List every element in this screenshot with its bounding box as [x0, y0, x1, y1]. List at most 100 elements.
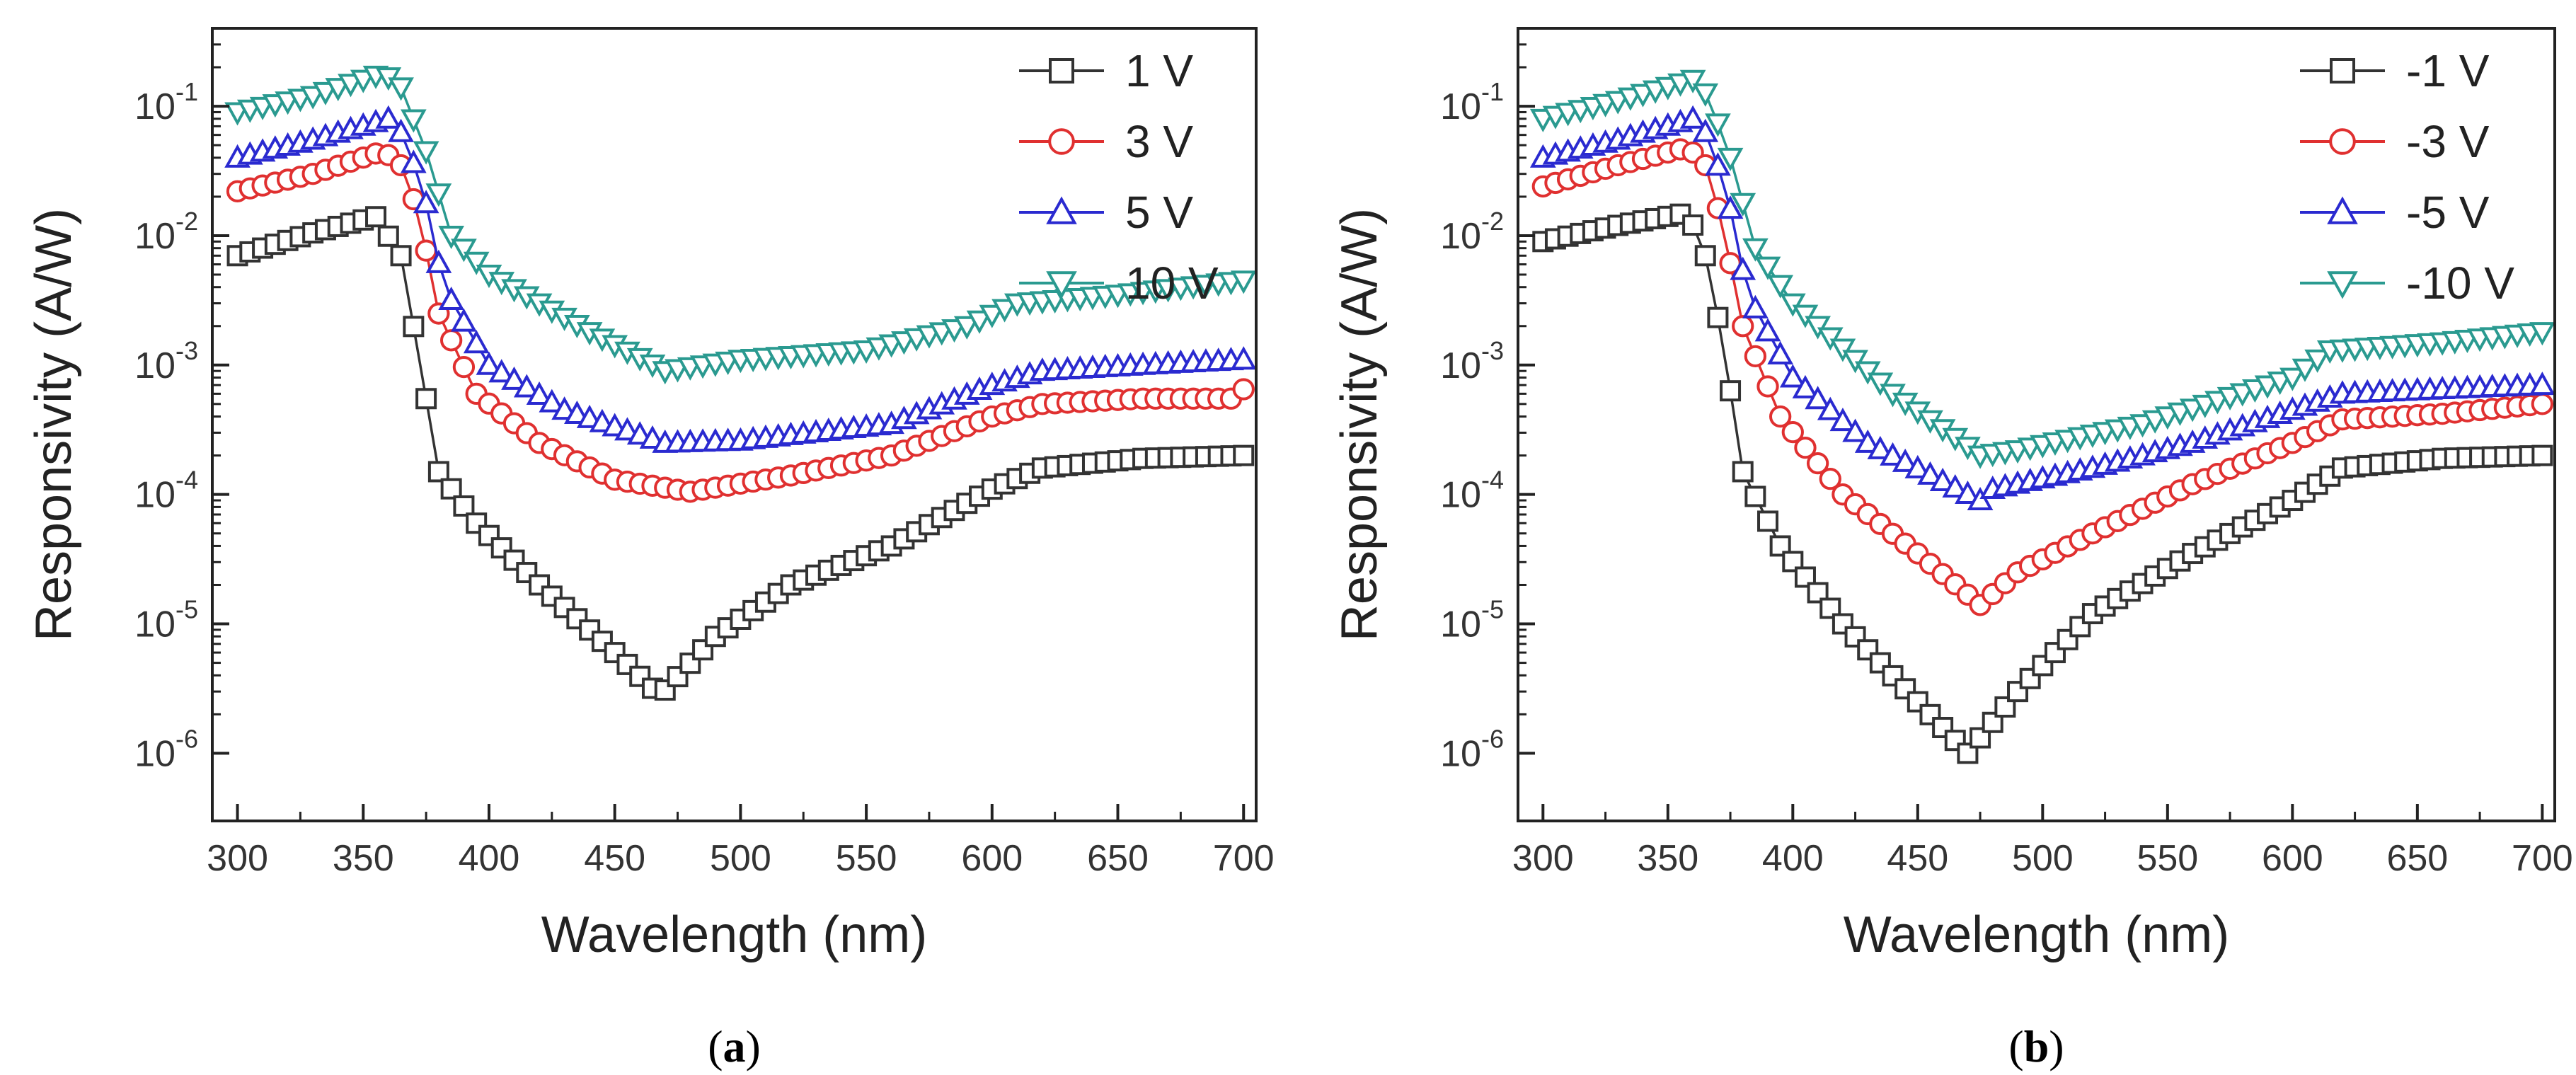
- data-point: [1829, 408, 1856, 432]
- data-point: [1679, 105, 1706, 129]
- x-tick-label: 400: [1762, 838, 1824, 879]
- data-point: [438, 225, 464, 250]
- x-tick-label: 600: [961, 838, 1023, 879]
- data-point: [589, 408, 616, 432]
- x-tick-label: 350: [1637, 838, 1698, 879]
- data-point: [375, 105, 402, 129]
- data-point: [1817, 327, 1844, 351]
- x-tick-label: 650: [2386, 838, 2448, 879]
- data-point: [2531, 393, 2553, 415]
- y-tick-label: 10-1: [1440, 77, 1504, 127]
- data-point: [377, 225, 399, 247]
- y-tick-label: 10-2: [1440, 207, 1504, 257]
- legend-label: 3 V: [1125, 116, 1193, 167]
- data-point: [365, 206, 387, 228]
- y-tick-label: 10-2: [134, 207, 198, 257]
- legend-entry: -3 V: [2300, 116, 2490, 167]
- legend-entry: 3 V: [1019, 116, 1193, 167]
- data-point: [463, 251, 490, 275]
- legend-entry: -5 V: [2300, 187, 2490, 238]
- data-point: [1669, 203, 1691, 225]
- data-point: [1679, 69, 1706, 93]
- legend-marker: [2327, 271, 2358, 299]
- data-point: [388, 118, 414, 142]
- data-point: [1892, 448, 1919, 472]
- data-point: [1842, 418, 1868, 442]
- series-1V: [226, 206, 1255, 701]
- data-point: [400, 109, 427, 133]
- legend-entry: 1 V: [1019, 45, 1193, 96]
- data-point: [639, 425, 666, 449]
- data-point: [1779, 364, 1806, 388]
- data-point: [1867, 372, 1894, 396]
- data-point: [1692, 118, 1719, 142]
- x-tick-label: 500: [710, 838, 771, 879]
- chart-panel-b: 300 350 400 450 500 550 600 650 700 10-6 10-5 10-4 1…: [1331, 27, 2573, 1071]
- y-tick-label: 10-1: [134, 77, 198, 127]
- data-point: [1717, 195, 1744, 219]
- data-point: [539, 389, 565, 413]
- data-point: [488, 359, 515, 383]
- x-tick-label: 650: [1087, 838, 1149, 879]
- data-point: [1682, 214, 1704, 236]
- data-point: [452, 355, 476, 379]
- data-point: [551, 396, 577, 420]
- x-tick-label: 300: [207, 838, 268, 879]
- data-point: [1230, 346, 1257, 370]
- data-point: [2304, 349, 2330, 373]
- legend-label: -5 V: [2406, 187, 2490, 238]
- series-neg3V: [1531, 138, 2553, 616]
- series-neg1V: [1532, 203, 2553, 764]
- data-point: [991, 299, 1018, 323]
- data-point: [1232, 378, 1255, 401]
- data-point: [1805, 386, 1831, 410]
- data-point: [1732, 461, 1754, 483]
- data-point: [1805, 316, 1831, 340]
- data-point: [1720, 380, 1742, 402]
- x-axis-label: Wavelength (nm): [1844, 907, 2230, 963]
- y-tick-label: 10-5: [134, 595, 198, 645]
- legend-entry: 5 V: [1019, 187, 1193, 238]
- data-point: [1819, 597, 1841, 619]
- data-point: [440, 478, 462, 500]
- data-point: [1880, 442, 1906, 466]
- x-tick-label: 700: [2512, 838, 2573, 879]
- data-point: [1955, 480, 1981, 504]
- data-point: [1929, 467, 1956, 491]
- data-point: [400, 149, 427, 173]
- data-point: [501, 366, 527, 390]
- data-point: [388, 77, 414, 101]
- data-point: [1781, 420, 1804, 444]
- data-point: [463, 330, 490, 354]
- y-axis-label: Responsivity (A/W): [25, 208, 82, 641]
- data-point: [1717, 147, 1744, 171]
- legend-label: 10 V: [1125, 258, 1219, 309]
- data-point: [478, 524, 500, 546]
- legend-marker: [2327, 196, 2358, 224]
- data-point: [1705, 152, 1731, 176]
- data-point: [415, 388, 437, 410]
- legend-label: -3 V: [2406, 116, 2490, 167]
- data-point: [1742, 238, 1769, 262]
- data-point: [1756, 375, 1779, 398]
- panel-label: (a): [708, 1021, 761, 1071]
- data-point: [1744, 485, 1766, 507]
- legend-marker: [1046, 196, 1077, 224]
- legend-marker: [2330, 58, 2355, 84]
- data-point: [451, 308, 477, 332]
- legend-marker: [1049, 58, 1074, 84]
- y-tick-label: 10-6: [1440, 724, 1504, 774]
- data-point: [1742, 294, 1769, 318]
- series-neg10V: [1529, 69, 2555, 469]
- data-point: [1779, 293, 1806, 317]
- legend-label: -10 V: [2406, 258, 2514, 309]
- data-point: [1754, 318, 1781, 342]
- data-point: [1867, 435, 1894, 459]
- x-tick-label: 550: [2137, 838, 2198, 879]
- data-point: [629, 665, 651, 687]
- data-point: [1854, 361, 1881, 385]
- data-point: [2531, 444, 2553, 466]
- data-point: [390, 245, 412, 267]
- data-point: [1732, 315, 1754, 338]
- data-point: [1744, 345, 1767, 368]
